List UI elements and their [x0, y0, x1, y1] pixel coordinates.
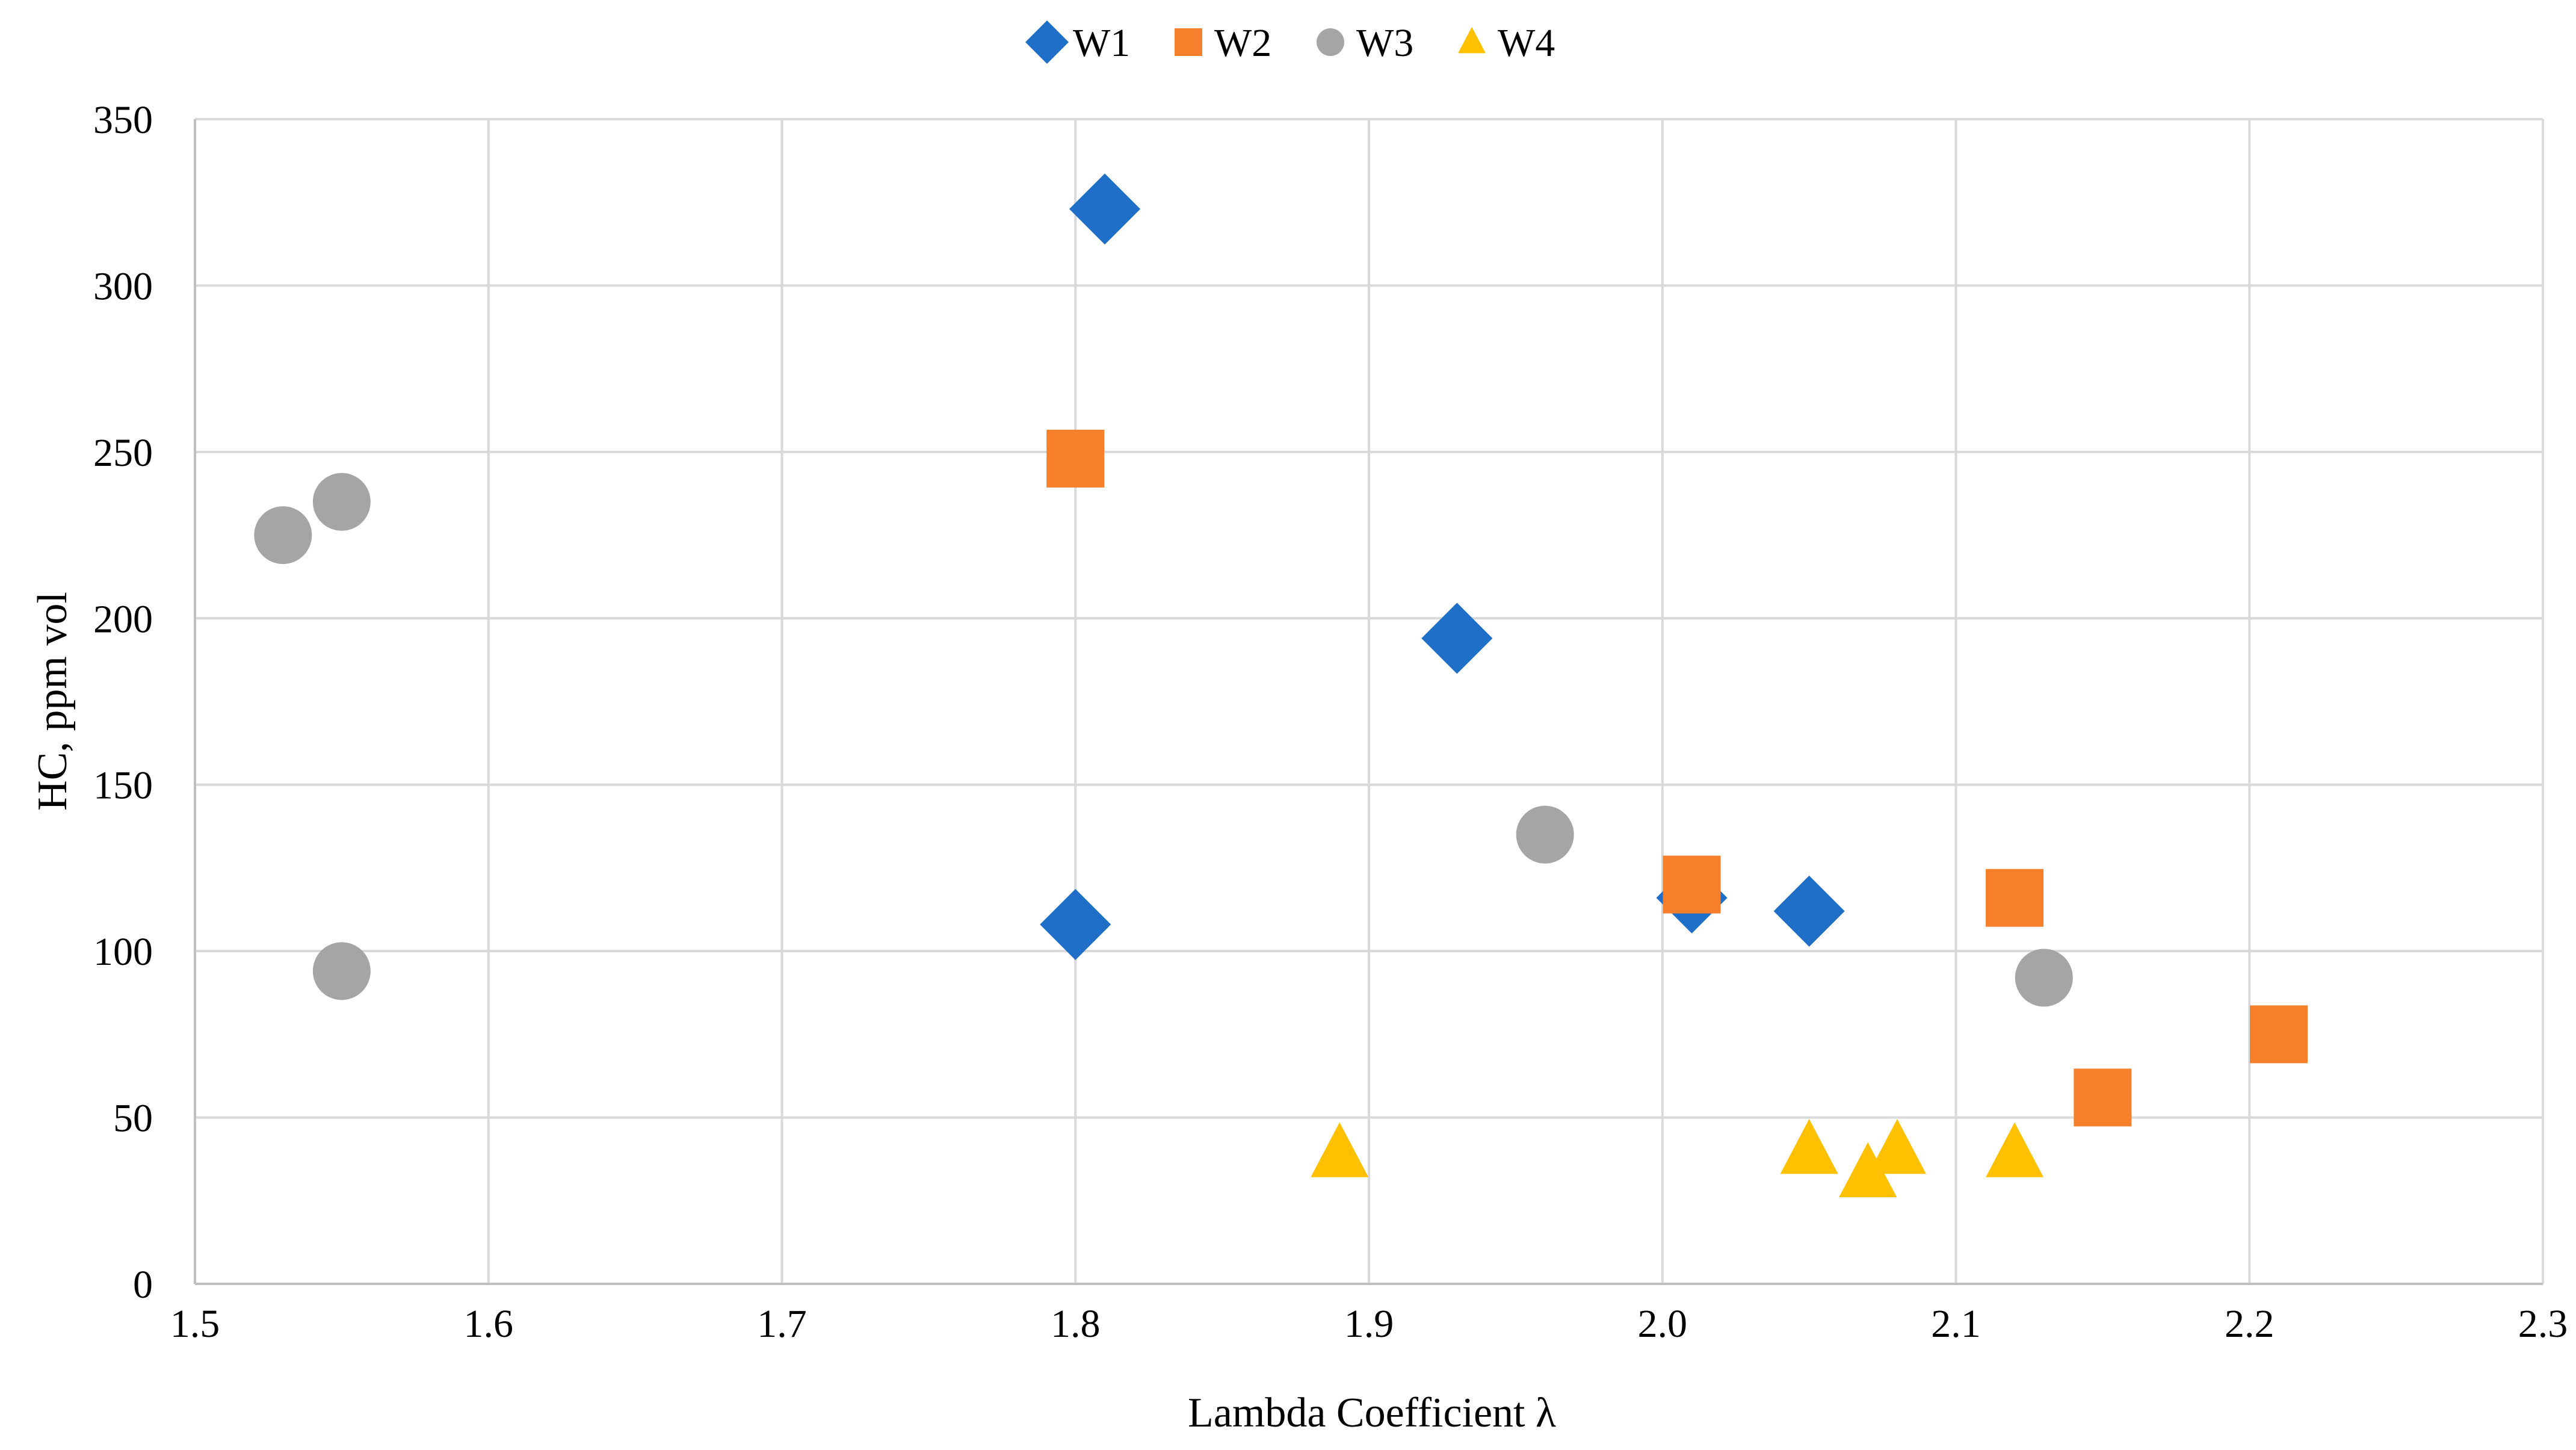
- legend-item-w1: W1: [1025, 20, 1130, 65]
- data-point-w3: [1516, 805, 1574, 864]
- y-tick-label: 100: [93, 930, 153, 974]
- data-point-w2: [2250, 1005, 2308, 1064]
- data-points-layer: [254, 173, 2308, 1197]
- x-tick-label: 1.6: [464, 1302, 514, 1346]
- x-tick-label: 2.1: [1931, 1302, 1981, 1346]
- x-axis-title: Lambda Coefficient λ: [1188, 1390, 1556, 1436]
- y-tick-label: 0: [133, 1263, 153, 1307]
- data-point-w2: [1986, 869, 2044, 927]
- data-point-w3: [254, 506, 312, 565]
- legend-label: W2: [1214, 21, 1271, 65]
- y-axis-title: HC, ppm vol: [29, 592, 76, 811]
- data-point-w3: [312, 472, 371, 531]
- legend-label: W3: [1356, 21, 1413, 65]
- x-tick-label: 1.8: [1051, 1302, 1101, 1346]
- x-tick-label: 1.7: [757, 1302, 807, 1346]
- legend-item-w2: W2: [1175, 21, 1271, 65]
- legend-marker-w3: [1317, 28, 1344, 56]
- legend-marker-w1: [1025, 20, 1069, 64]
- legend-label: W1: [1073, 21, 1130, 65]
- series-w4: [1311, 1119, 2044, 1197]
- grid-layer: [195, 118, 2544, 1284]
- series-w1: [1040, 173, 1845, 960]
- legend-label: W4: [1498, 21, 1555, 65]
- data-point-w4: [1780, 1119, 1838, 1174]
- x-tick-label: 2.0: [1638, 1302, 1688, 1346]
- x-tick-label: 2.3: [2518, 1302, 2568, 1346]
- legend-marker-w4: [1458, 26, 1486, 54]
- y-tick-label: 200: [93, 597, 153, 641]
- tick-label-layer: 1.5 1.6 1.7 1.8 1.9 2.0 2.1 2.2 2.3 0 50 100 150 200 2…: [93, 98, 2568, 1346]
- data-point-w4: [1986, 1122, 2044, 1177]
- y-tick-label: 150: [93, 764, 153, 808]
- data-point-w2: [1046, 429, 1105, 488]
- data-point-w3: [312, 942, 371, 1000]
- data-point-w1: [1040, 888, 1111, 960]
- y-tick-label: 250: [93, 431, 153, 475]
- legend-item-w4: W4: [1458, 21, 1555, 65]
- data-point-w1: [1069, 173, 1141, 245]
- y-tick-label: 50: [113, 1097, 153, 1141]
- data-point-w1: [1773, 875, 1845, 947]
- data-point-w1: [1421, 603, 1493, 674]
- data-point-w4: [1839, 1142, 1897, 1197]
- data-point-w4: [1868, 1119, 1926, 1174]
- legend-marker-w2: [1175, 28, 1202, 56]
- data-point-w2: [2074, 1068, 2132, 1127]
- legend: W1 W2 W3 W4: [1025, 20, 1555, 65]
- data-point-w3: [2015, 949, 2073, 1007]
- x-tick-label: 1.5: [170, 1302, 220, 1346]
- axis-layer: [194, 119, 2543, 1285]
- series-w2: [1046, 429, 2308, 1127]
- data-point-w4: [1311, 1122, 1369, 1177]
- y-tick-label: 350: [93, 98, 153, 142]
- series-w3: [254, 472, 2073, 1007]
- y-tick-label: 300: [93, 264, 153, 308]
- x-tick-label: 2.2: [2225, 1302, 2275, 1346]
- legend-item-w3: W3: [1317, 21, 1413, 65]
- data-point-w2: [1663, 855, 1721, 914]
- x-tick-label: 1.9: [1344, 1302, 1394, 1346]
